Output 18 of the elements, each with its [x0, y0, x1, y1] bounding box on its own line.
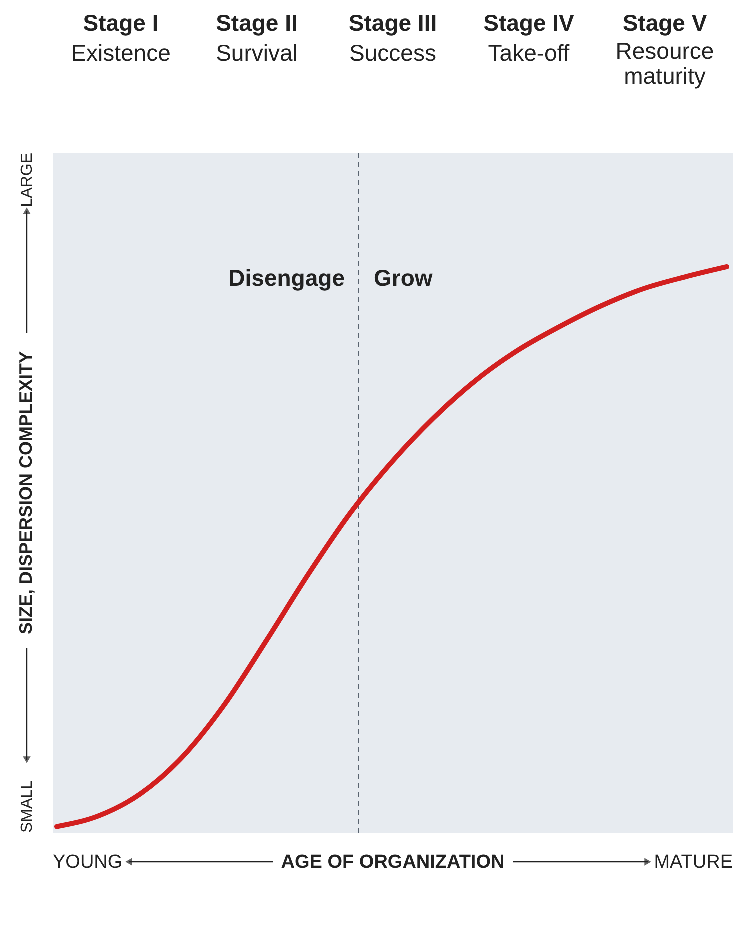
y-axis-title: SIZE, DISPERSION COMPLEXITY: [16, 351, 36, 635]
text: YOUNG: [53, 852, 123, 873]
text: Resource maturity: [616, 38, 714, 89]
text: Survival: [216, 40, 298, 66]
annotation: Grow: [374, 265, 433, 291]
text: Stage I: [83, 10, 159, 36]
text: Stage IV: [484, 10, 576, 36]
text: Take-off: [488, 40, 570, 66]
x-axis-title: AGE OF ORGANIZATION: [281, 852, 505, 873]
text: Existence: [71, 40, 171, 66]
text: LARGE: [19, 153, 36, 208]
text: Stage V: [622, 10, 708, 36]
text: MATURE: [654, 852, 733, 873]
text: Success: [350, 40, 436, 66]
text: Stage III: [348, 10, 438, 36]
text: Stage II: [216, 10, 298, 36]
annotation: Disengage: [228, 265, 345, 291]
text: SMALL: [19, 780, 36, 833]
